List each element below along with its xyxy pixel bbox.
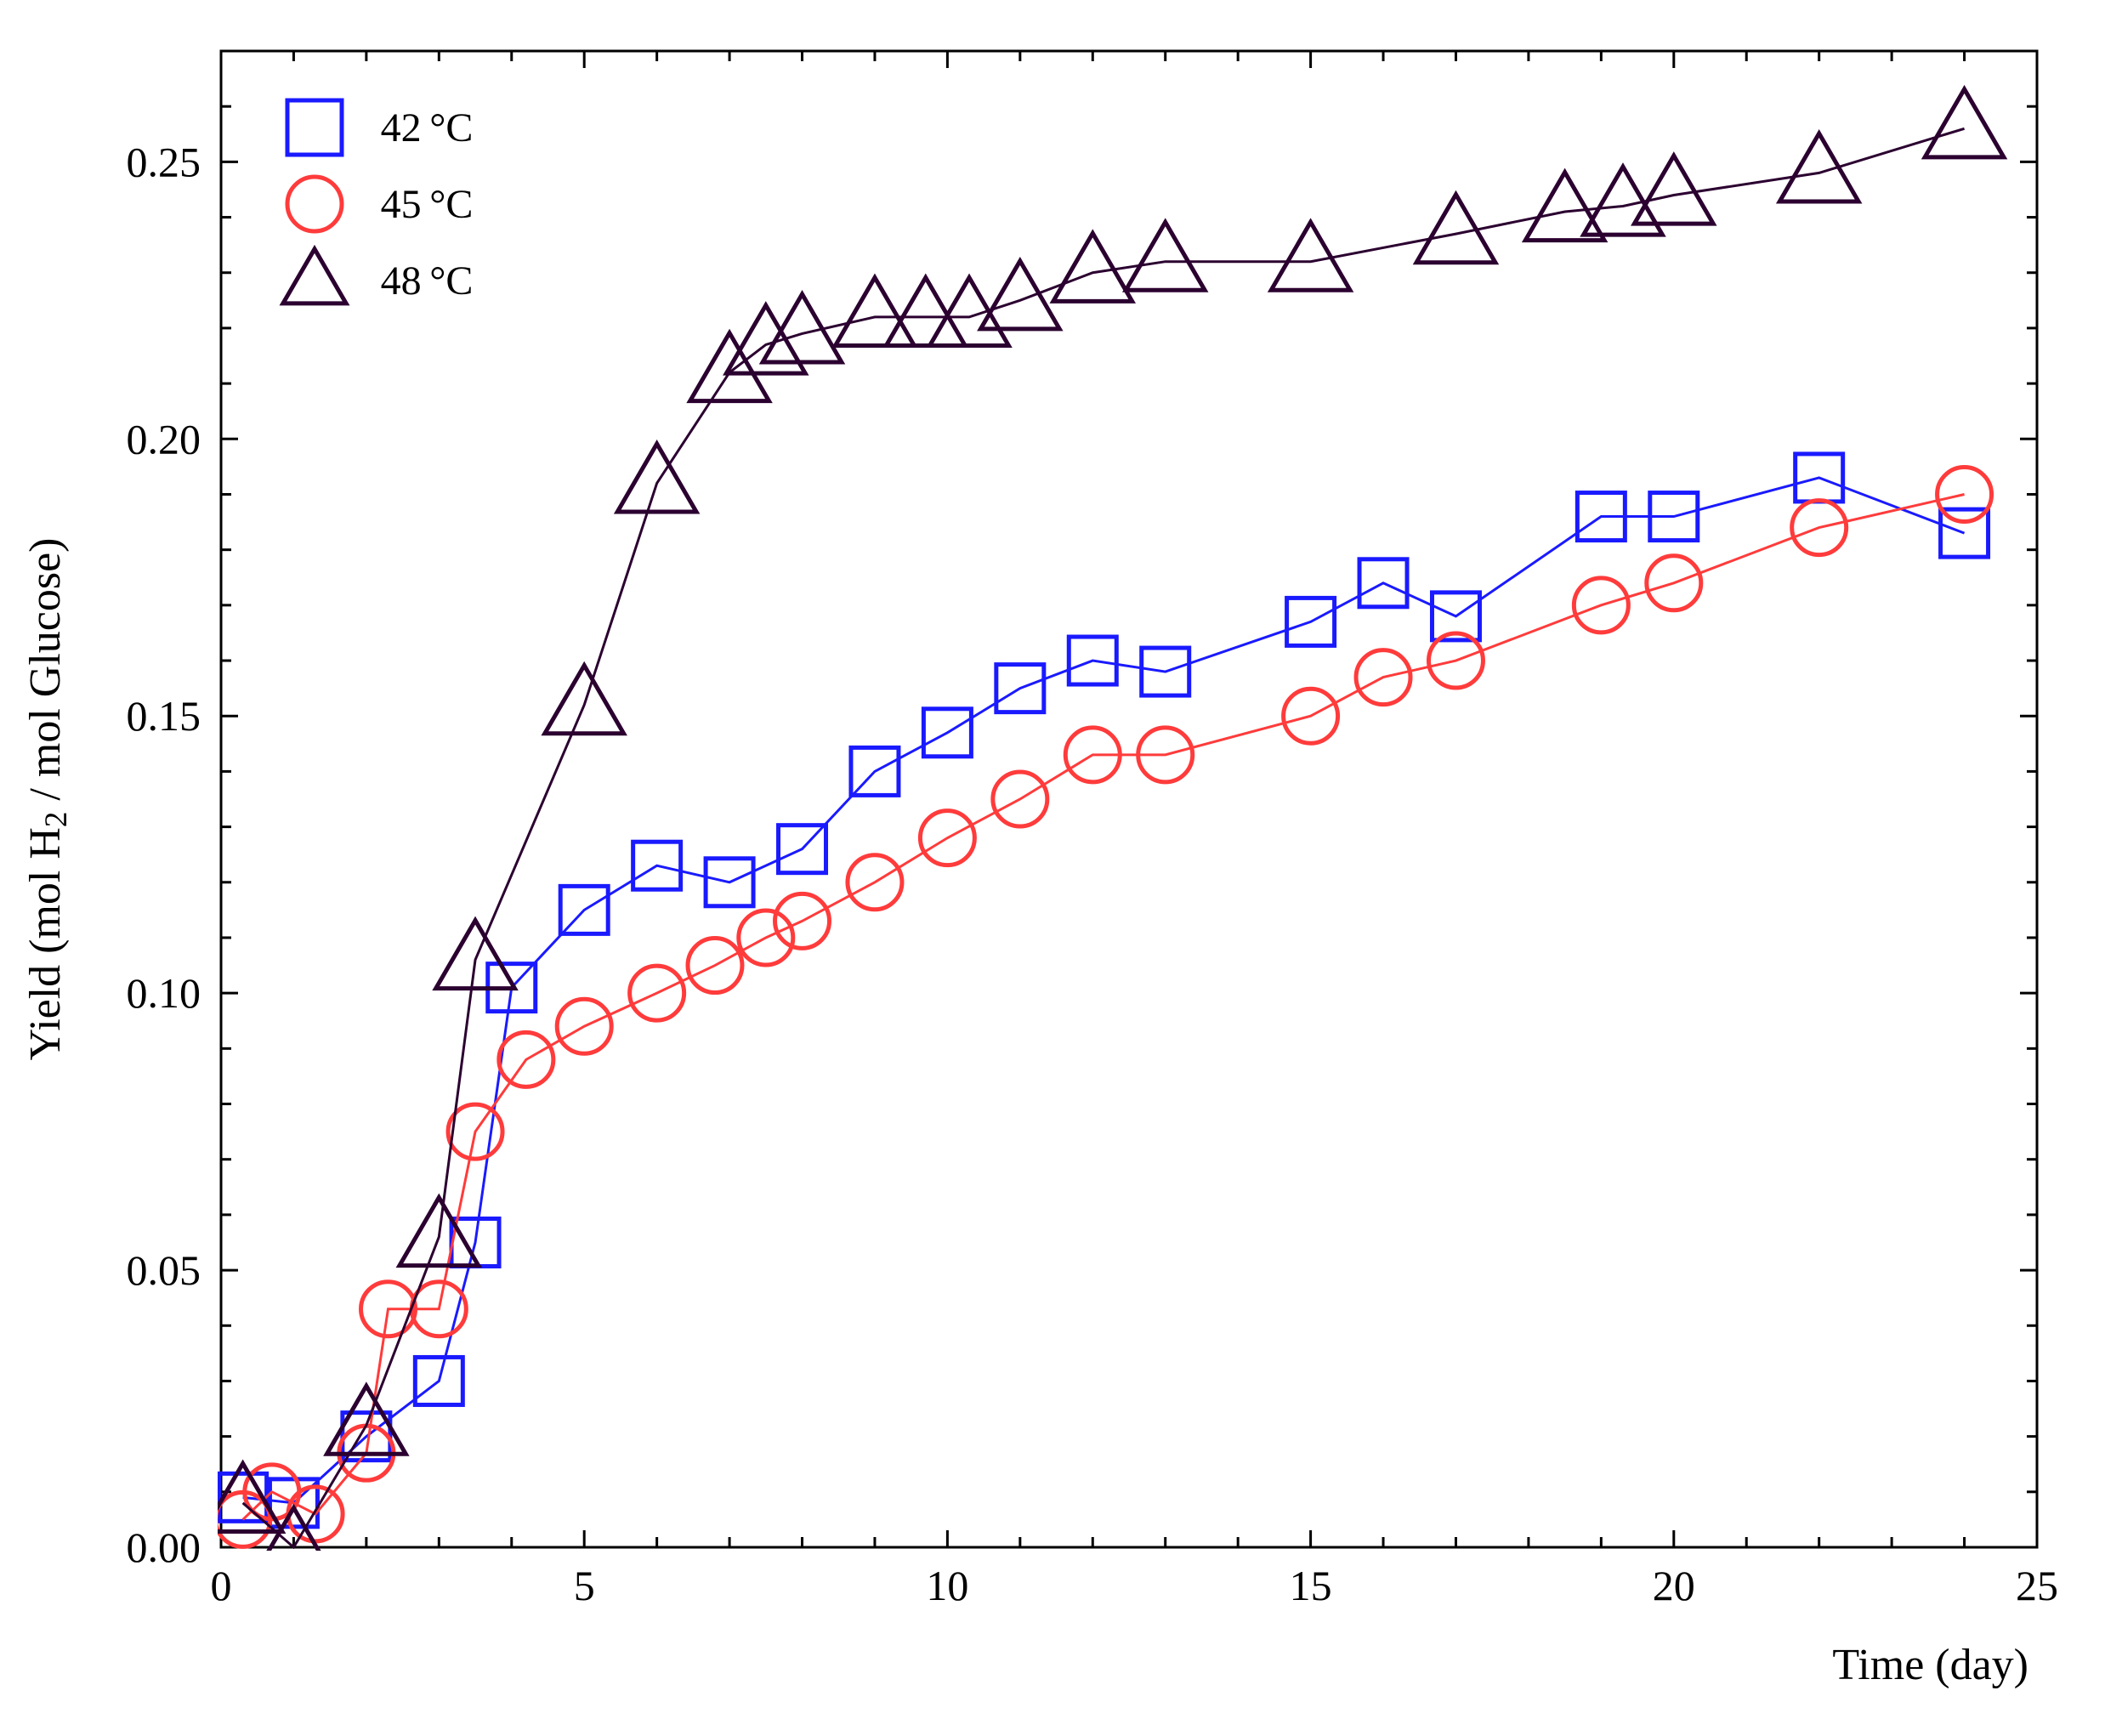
chart-container: 0 5 10 15 20 25 0.00 0.05 0.10 0.15 0.20 0.25 Time (… — [0, 0, 2105, 1736]
y-tick-label: 0.25 — [127, 138, 201, 185]
y-tick-label: 0.10 — [127, 969, 201, 1017]
y-tick-label: 0.15 — [127, 692, 201, 740]
yield-vs-time-chart: 0 5 10 15 20 25 0.00 0.05 0.10 0.15 0.20 0.25 Time (… — [0, 0, 2105, 1736]
x-tick-label: 20 — [1653, 1562, 1695, 1609]
y-tick-label: 0.00 — [127, 1523, 201, 1571]
legend-label: 42 °C — [381, 105, 474, 150]
x-tick-label: 0 — [211, 1562, 232, 1609]
x-tick-label: 25 — [2016, 1562, 2058, 1609]
y-tick-label: 0.20 — [127, 415, 201, 462]
x-tick-label: 15 — [1290, 1562, 1332, 1609]
x-axis-label: Time (day) — [1832, 1641, 2028, 1689]
x-tick-label: 5 — [574, 1562, 595, 1609]
legend-label: 45 °C — [381, 182, 474, 227]
y-tick-label: 0.05 — [127, 1246, 201, 1294]
x-tick-label: 10 — [926, 1562, 968, 1609]
legend-label: 48 °C — [381, 258, 474, 304]
y-axis-label: Yield (mol H2 / mol Glucose) — [21, 538, 74, 1061]
